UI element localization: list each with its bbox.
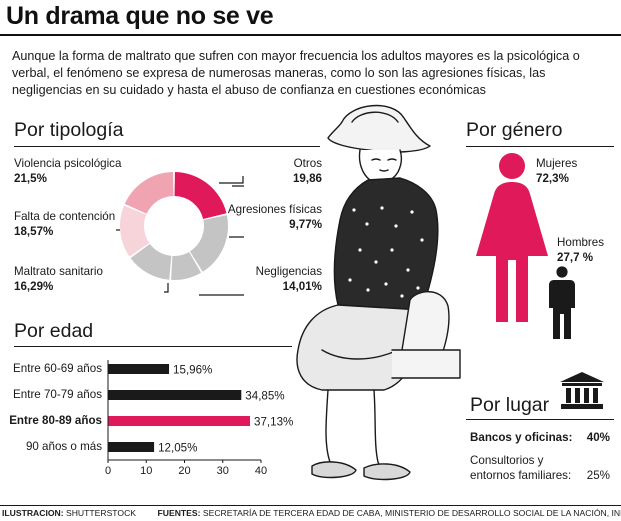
edad-value-90-plus: 12,05% (158, 442, 197, 455)
tipologia-label-agresiones: Agresiones físicas 9,77% (227, 203, 322, 231)
edad-label-80-89: Entre 80-89 años (9, 414, 102, 427)
tipologia-title: Por tipología (14, 119, 124, 141)
lugar-title: Por lugar (470, 394, 550, 416)
lugar-value-bancos: 40% (586, 431, 610, 444)
tipologia-label-violencia: Violencia psicológica 21,5% (14, 157, 122, 185)
page-title: Un drama que no se ve (6, 2, 274, 30)
edad-bar-70-79 (108, 390, 242, 400)
donut-slice-negligencias (130, 243, 172, 280)
edad-label-90-plus: 90 años o más (25, 440, 102, 453)
male-figure-icon (549, 266, 575, 339)
genero-label-hombres: Hombres 27,7 % (557, 236, 605, 264)
edad-tick-label: 10 (140, 465, 152, 477)
lugar-label-bancos: Bancos y oficinas: (470, 431, 573, 444)
donut-slice-sanitario (120, 205, 150, 257)
tipologia-rule (14, 146, 320, 147)
genero-label-mujeres: Mujeres 72,3% (536, 157, 578, 185)
edad-label-70-79: Entre 70-79 años (13, 388, 102, 401)
tipologia-label-sanitario: Maltrato sanitario 16,29% (14, 265, 103, 293)
footer-sources-value: SECRETARÍA DE TERCERA EDAD DE CABA, MINI… (202, 508, 621, 518)
lugar-rule (466, 419, 614, 420)
edad-tick-label: 0 (105, 465, 111, 477)
lugar-label-consultorios-1: Consultorios y (470, 454, 544, 467)
donut-slice-otros (189, 215, 228, 272)
edad-tick-label: 20 (178, 465, 190, 477)
tipologia-label-otros: Otros 19,86 (292, 157, 322, 185)
edad-tick-label: 30 (217, 465, 229, 477)
donut-slice-falta (124, 172, 174, 214)
donut-slice-agresiones (171, 251, 202, 280)
donut-slice-violencia (174, 172, 227, 219)
bank-building-icon (560, 372, 604, 409)
edad-value-60-69: 15,96% (173, 364, 212, 377)
edad-bar-chart: 15,96% 34,85% 37,13% 12,05% 0 10 20 30 40 (105, 360, 293, 477)
leader-sanitario (164, 283, 169, 293)
tipologia-label-falta: Falta de contención 18,57% (14, 210, 116, 238)
footer-sources-label: FUENTES: (157, 508, 201, 518)
leader-violencia (219, 176, 244, 184)
tipologia-label-negligencias: Negligencias 14,01% (255, 265, 322, 293)
edad-bar-80-89 (108, 416, 251, 426)
edad-bars: 15,96% 34,85% 37,13% 12,05% 0 10 20 30 40 (105, 360, 293, 477)
intro-text: Aunque la forma de maltrato que sufren c… (12, 49, 580, 97)
lugar-value-consultorios: 25% (586, 469, 610, 482)
lugar-label-consultorios-2: entornos familiares: (470, 469, 572, 482)
genero-title: Por género (466, 119, 563, 141)
title-rule (0, 34, 621, 36)
footer-credit-label: ILUSTRACION: (2, 508, 64, 518)
elderly-woman-illustration (296, 104, 461, 481)
tipologia-donut-chart (116, 172, 244, 296)
edad-label-60-69: Entre 60-69 años (13, 362, 102, 375)
edad-rule (14, 346, 292, 347)
female-figure-icon (476, 153, 548, 322)
genero-rule (466, 146, 614, 147)
edad-bar-90-plus (108, 442, 155, 452)
edad-tick-label: 40 (255, 465, 267, 477)
edad-bar-60-69 (108, 364, 170, 374)
edad-title: Por edad (14, 320, 94, 342)
footer-credit-value: SHUTTERSTOCK (65, 508, 137, 518)
edad-value-70-79: 34,85% (245, 390, 284, 403)
donut-slices (120, 172, 228, 280)
edad-value-80-89: 37,13% (254, 416, 293, 429)
footer-credits: ILUSTRACION: SHUTTERSTOCK FUENTES: SECRE… (0, 505, 621, 521)
